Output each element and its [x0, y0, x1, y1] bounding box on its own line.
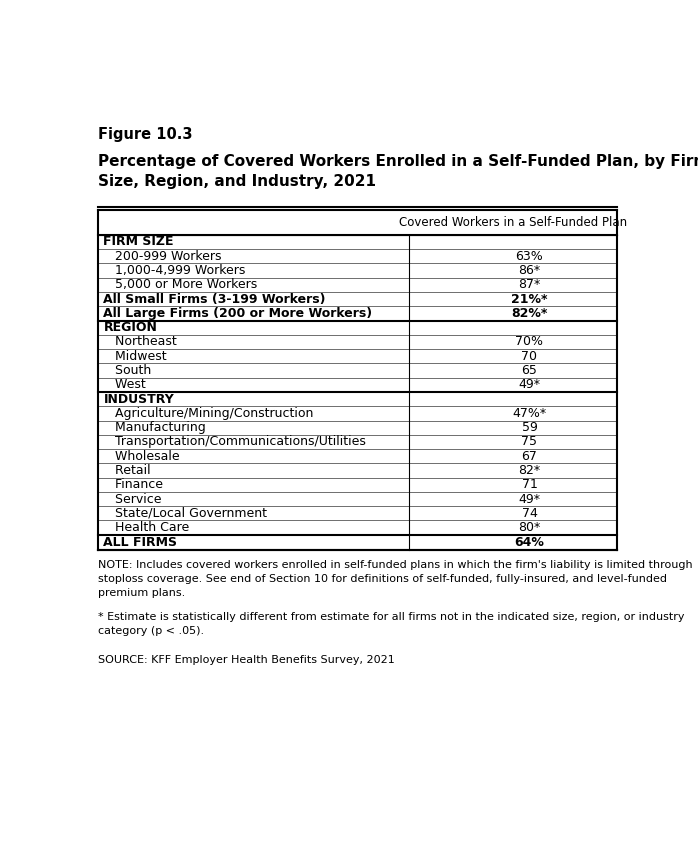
- Text: 70%: 70%: [516, 336, 544, 349]
- Text: Covered Workers in a Self-Funded Plan: Covered Workers in a Self-Funded Plan: [399, 216, 628, 229]
- Text: Health Care: Health Care: [103, 521, 190, 534]
- Text: Percentage of Covered Workers Enrolled in a Self-Funded Plan, by Firm
Size, Regi: Percentage of Covered Workers Enrolled i…: [98, 154, 698, 189]
- Text: All Large Firms (200 or More Workers): All Large Firms (200 or More Workers): [103, 307, 373, 320]
- Text: * Estimate is statistically different from estimate for all firms not in the ind: * Estimate is statistically different fr…: [98, 612, 685, 636]
- Text: 200-999 Workers: 200-999 Workers: [103, 250, 222, 263]
- Text: 1,000-4,999 Workers: 1,000-4,999 Workers: [103, 264, 246, 277]
- Text: REGION: REGION: [103, 321, 157, 334]
- Text: 64%: 64%: [514, 536, 544, 549]
- Text: 80*: 80*: [519, 521, 541, 534]
- Text: ALL FIRMS: ALL FIRMS: [103, 536, 177, 549]
- Text: Wholesale: Wholesale: [103, 450, 180, 463]
- Text: Figure 10.3: Figure 10.3: [98, 127, 193, 142]
- Text: 87*: 87*: [519, 279, 541, 292]
- Text: 65: 65: [521, 364, 537, 377]
- Text: 49*: 49*: [519, 378, 540, 391]
- Text: Midwest: Midwest: [103, 349, 167, 362]
- Text: 74: 74: [521, 507, 537, 520]
- Text: 70: 70: [521, 349, 537, 362]
- Text: 21%*: 21%*: [511, 292, 548, 305]
- Text: Retail: Retail: [103, 464, 151, 477]
- Text: 49*: 49*: [519, 492, 540, 505]
- Text: Transportation/Communications/Utilities: Transportation/Communications/Utilities: [103, 435, 366, 448]
- Text: 82%*: 82%*: [512, 307, 548, 320]
- Text: INDUSTRY: INDUSTRY: [103, 393, 174, 406]
- Text: 63%: 63%: [516, 250, 543, 263]
- Text: All Small Firms (3-199 Workers): All Small Firms (3-199 Workers): [103, 292, 326, 305]
- Text: SOURCE: KFF Employer Health Benefits Survey, 2021: SOURCE: KFF Employer Health Benefits Sur…: [98, 656, 395, 665]
- Text: State/Local Government: State/Local Government: [103, 507, 267, 520]
- Text: 82*: 82*: [519, 464, 540, 477]
- Text: NOTE: Includes covered workers enrolled in self-funded plans in which the firm's: NOTE: Includes covered workers enrolled …: [98, 560, 692, 598]
- Text: 59: 59: [521, 421, 537, 434]
- Text: West: West: [103, 378, 146, 391]
- Text: Northeast: Northeast: [103, 336, 177, 349]
- Text: 71: 71: [521, 478, 537, 491]
- Text: 75: 75: [521, 435, 537, 448]
- Text: Agriculture/Mining/Construction: Agriculture/Mining/Construction: [103, 407, 314, 420]
- Text: 5,000 or More Workers: 5,000 or More Workers: [103, 279, 258, 292]
- Text: 67: 67: [521, 450, 537, 463]
- Text: Service: Service: [103, 492, 162, 505]
- Text: Finance: Finance: [103, 478, 163, 491]
- Text: FIRM SIZE: FIRM SIZE: [103, 235, 174, 248]
- Text: South: South: [103, 364, 151, 377]
- Text: 86*: 86*: [519, 264, 540, 277]
- Text: 47%*: 47%*: [512, 407, 547, 420]
- Text: Manufacturing: Manufacturing: [103, 421, 206, 434]
